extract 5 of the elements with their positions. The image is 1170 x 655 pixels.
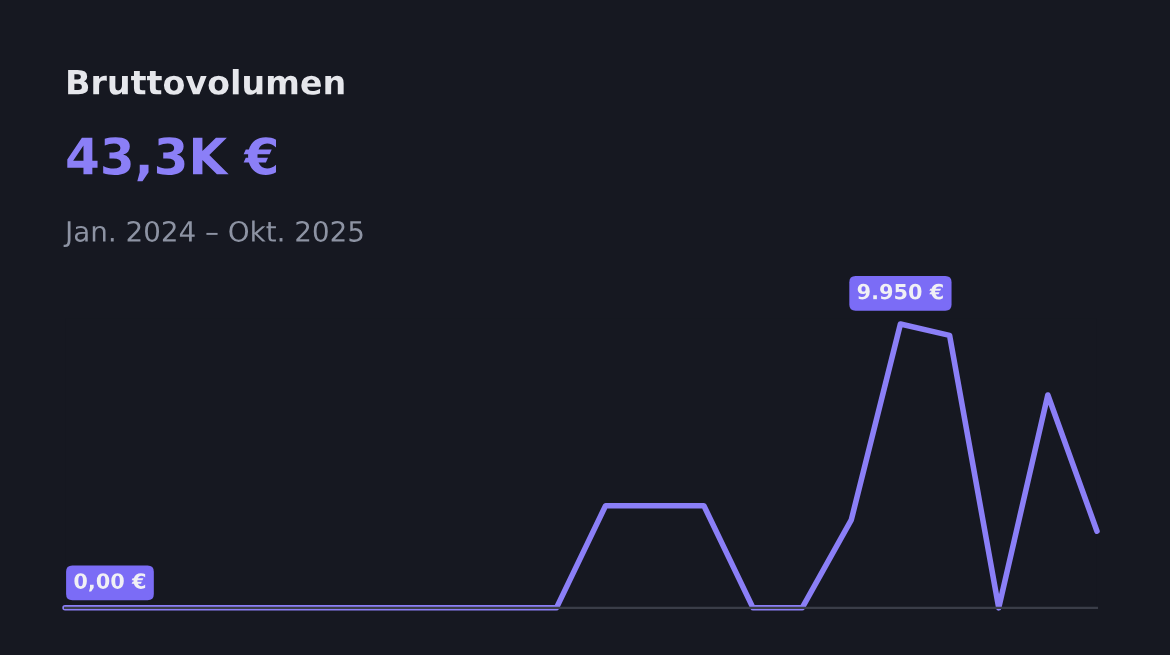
chart-subtitle: 43,3K € [67, 137, 277, 182]
text: 9.950 € [857, 283, 943, 300]
annotation: 0,00 € [74, 573, 146, 592]
chart-title: Bruttovolumen [68, 69, 344, 95]
text: Jan. 2024 – Okt. 2025 [63, 220, 363, 248]
